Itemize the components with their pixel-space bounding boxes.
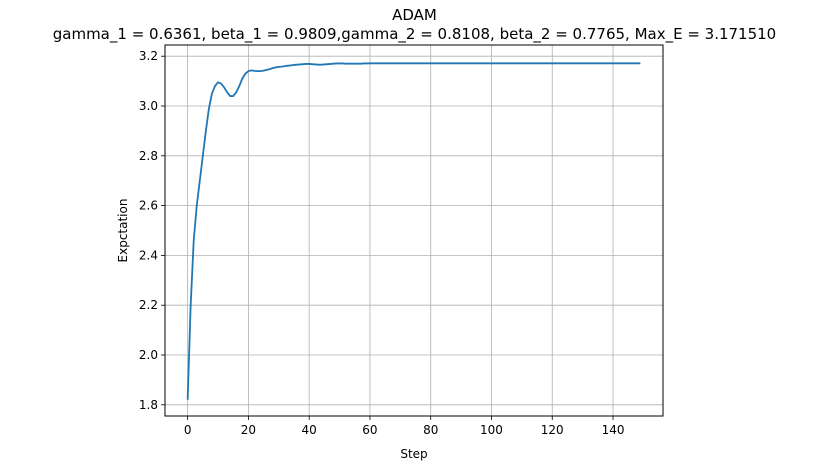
x-tick-label: 100 [480, 423, 503, 437]
y-tick-label: 3.0 [139, 99, 158, 113]
ticks: 0 20 40 60 80 100 120 140 1.8 2.0 2.2 2.4 2.6 2.8 3.0 3… [139, 49, 625, 437]
y-tick-label: 3.2 [139, 49, 158, 63]
x-tick-label: 0 [184, 423, 192, 437]
y-tick-label: 2.8 [139, 149, 158, 163]
y-tick-label: 2.4 [139, 248, 158, 262]
x-tick-label: 60 [362, 423, 377, 437]
x-tick-label: 80 [423, 423, 438, 437]
series-line [186, 62, 641, 400]
y-axis-label: Expctation [116, 199, 130, 263]
x-tick-label: 120 [541, 423, 564, 437]
x-tick-label: 20 [241, 423, 256, 437]
y-tick-label: 2.0 [139, 348, 158, 362]
y-tick-label: 2.6 [139, 199, 158, 213]
x-tick-label: 40 [302, 423, 317, 437]
x-axis-label: Step [400, 447, 427, 461]
chart-subtitle: gamma_1 = 0.6361, beta_1 = 0.9809,gamma_… [52, 25, 777, 43]
chart-title: ADAM [392, 6, 437, 24]
grid [165, 45, 663, 416]
x-tick-label: 140 [602, 423, 625, 437]
y-tick-label: 1.8 [139, 398, 158, 412]
series-layer [186, 62, 641, 400]
y-tick-label: 2.2 [139, 298, 158, 312]
axes-frame [164, 44, 664, 417]
